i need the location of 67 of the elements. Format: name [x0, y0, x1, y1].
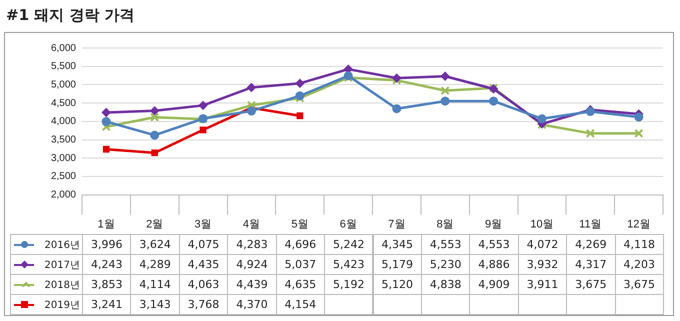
y-tick-label: 3,000: [50, 152, 76, 164]
data-label: 4,886: [469, 254, 519, 275]
data-label: 3,675: [614, 274, 664, 295]
legend-label: 2018년: [44, 278, 80, 292]
data-label: 3,932: [518, 254, 568, 275]
y-tick-label: 2,000: [50, 190, 76, 201]
data-label: 3,996: [82, 234, 132, 255]
y-tick-label: 5,500: [50, 61, 76, 72]
data-label: 5,179: [372, 254, 422, 275]
data-label: 4,838: [420, 274, 470, 295]
data-label: 5,242: [324, 234, 374, 255]
x-tick-label: 10월: [530, 218, 554, 230]
data-label: 4,118: [614, 234, 664, 255]
data-label: 4,243: [82, 254, 132, 275]
data-label: 3,143: [130, 294, 180, 315]
data-label: 4,553: [420, 234, 470, 255]
y-tick-label: 3,500: [50, 134, 76, 146]
data-label: 5,230: [420, 254, 470, 275]
data-label: 3,768: [178, 294, 228, 315]
data-label: 4,114: [130, 274, 180, 295]
x-tick-label: 11월: [579, 218, 602, 230]
data-label: 4,075: [178, 234, 228, 255]
y-tick-label: 4,000: [50, 116, 76, 128]
data-label: 4,072: [518, 234, 568, 255]
data-label: 4,283: [227, 234, 277, 255]
y-tick-label: 2,500: [50, 171, 76, 182]
x-tick-label: 8월: [436, 218, 454, 230]
legend-label: 2016년: [44, 238, 80, 252]
data-label: 4,439: [227, 274, 277, 295]
data-label: 3,241: [82, 294, 132, 315]
data-label: 4,345: [372, 234, 422, 255]
x-tick-label: 6월: [340, 218, 357, 230]
x-tick-label: 4월: [242, 218, 260, 230]
data-label: 4,553: [469, 234, 519, 255]
x-tick-label: 2월: [146, 218, 164, 230]
data-label: 4,203: [614, 254, 664, 275]
data-label: 4,924: [227, 254, 277, 275]
data-label: 5,120: [372, 274, 422, 295]
y-tick-label: 5,000: [50, 79, 76, 90]
y-tick-label: 6,000: [50, 42, 76, 54]
x-tick-label: 3월: [194, 218, 212, 230]
data-label: 3,853: [82, 274, 132, 295]
data-label: 4,289: [130, 254, 180, 275]
data-label: 3,624: [130, 234, 180, 255]
data-label: 4,154: [276, 294, 326, 315]
legend-label: 2017년: [44, 258, 80, 272]
x-tick-label: 9월: [484, 218, 502, 230]
data-label: 4,635: [276, 274, 326, 295]
data-label: 5,423: [324, 254, 374, 275]
data-label: 3,675: [566, 274, 616, 295]
data-label: 3,911: [518, 274, 568, 295]
data-label: 4,435: [178, 254, 228, 275]
x-tick-label: 5월: [291, 218, 308, 230]
x-tick-label: 1월: [98, 218, 115, 230]
data-label: 5,037: [276, 254, 326, 275]
data-label: 4,063: [178, 274, 228, 295]
data-label: 4,909: [469, 274, 519, 295]
legend-label: 2019년: [44, 298, 80, 312]
data-label: 5,192: [324, 274, 374, 295]
data-label: 4,370: [227, 294, 277, 315]
data-label: 4,696: [276, 234, 326, 255]
data-label: 4,269: [566, 234, 616, 255]
data-label: 4,317: [566, 254, 616, 275]
y-tick-label: 4,500: [50, 98, 76, 109]
x-tick-label: 7월: [388, 218, 406, 230]
x-tick-label: 12월: [627, 218, 650, 230]
chart-title: #1 돼지 경락 가격: [6, 6, 135, 25]
